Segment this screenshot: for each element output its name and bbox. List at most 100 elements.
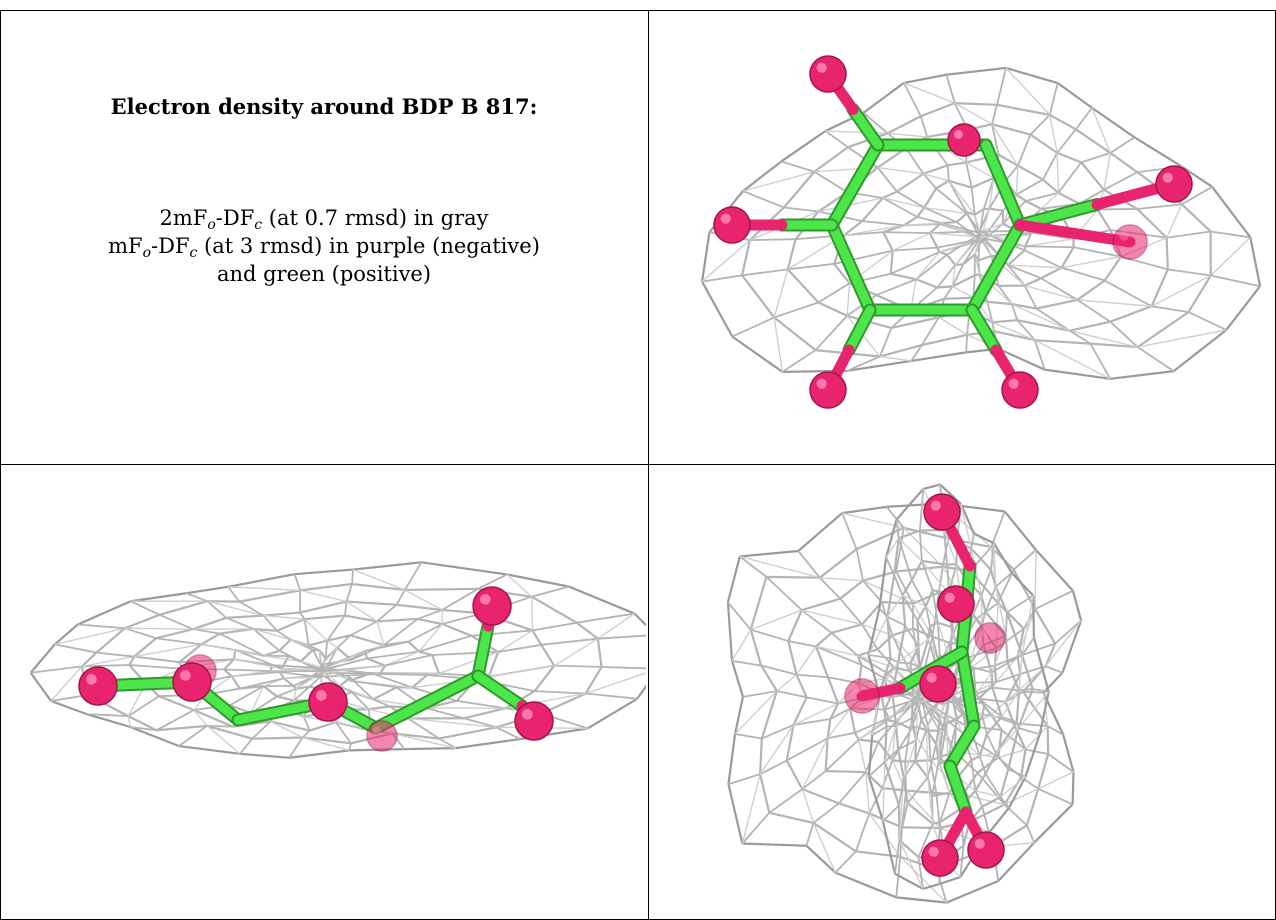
mesh-edge bbox=[998, 153, 1019, 167]
mesh-edge bbox=[155, 628, 194, 640]
mesh-edge bbox=[239, 752, 290, 759]
mesh-edge bbox=[1006, 594, 1034, 614]
mesh-edge bbox=[1037, 771, 1074, 790]
mesh-edge bbox=[812, 802, 840, 824]
mesh-edge bbox=[932, 821, 941, 825]
mesh-edge bbox=[633, 612, 646, 627]
mesh-edge bbox=[773, 317, 784, 373]
mesh-edge bbox=[965, 334, 969, 353]
mesh-edge bbox=[997, 729, 1003, 758]
atom-highlight bbox=[944, 592, 955, 603]
mesh-edge bbox=[915, 253, 948, 281]
mesh-edge bbox=[891, 316, 940, 330]
mesh-edge bbox=[920, 719, 928, 731]
mesh-edge bbox=[937, 238, 981, 249]
mesh-edge bbox=[891, 635, 911, 672]
mesh-edge bbox=[940, 222, 981, 235]
mesh-edge bbox=[1017, 688, 1034, 729]
mesh-edge bbox=[1025, 245, 1074, 249]
mesh-edge bbox=[857, 654, 888, 674]
mesh-edge bbox=[889, 250, 894, 274]
mesh-edge bbox=[178, 744, 241, 755]
mesh-edge bbox=[973, 803, 1005, 822]
mesh-edge bbox=[846, 283, 851, 316]
mesh-edge bbox=[1024, 232, 1033, 247]
mesh-edge bbox=[1045, 620, 1082, 667]
mesh-edge bbox=[223, 668, 271, 672]
mesh-edge bbox=[1001, 715, 1018, 724]
mesh-edge bbox=[726, 556, 741, 603]
mesh-edge bbox=[939, 792, 951, 823]
mesh-edge bbox=[999, 796, 1010, 809]
mesh-edge bbox=[882, 231, 894, 252]
mesh-edge bbox=[263, 614, 305, 620]
mesh-edge bbox=[1187, 274, 1212, 313]
mesh-edge bbox=[534, 690, 586, 695]
mesh-edge bbox=[1040, 192, 1059, 210]
mesh-edge bbox=[1016, 319, 1036, 341]
mesh-edge bbox=[978, 697, 1006, 703]
mesh-edge bbox=[984, 752, 998, 775]
mesh-edge bbox=[936, 264, 956, 289]
bond bbox=[848, 105, 883, 150]
mesh-edge bbox=[1181, 203, 1212, 233]
mesh-edge bbox=[883, 761, 901, 806]
mesh-edge bbox=[921, 559, 948, 566]
mesh-edge bbox=[1001, 729, 1027, 751]
mesh-edge bbox=[227, 573, 295, 588]
mesh-edge bbox=[156, 724, 208, 732]
mesh-edge bbox=[584, 666, 603, 695]
mesh-edge bbox=[1029, 133, 1058, 154]
mesh-edge bbox=[926, 743, 938, 778]
mesh-edge bbox=[801, 737, 829, 790]
atom-oxygen bbox=[78, 666, 118, 706]
mesh-edge bbox=[1011, 303, 1037, 310]
mesh-edge bbox=[849, 708, 857, 734]
mesh-edge bbox=[916, 216, 942, 225]
bond bbox=[473, 671, 527, 711]
mesh-edge bbox=[1021, 654, 1034, 690]
mesh-edge bbox=[841, 512, 858, 550]
mesh-edge bbox=[801, 597, 841, 612]
mesh-edge bbox=[786, 737, 829, 762]
mesh-edge bbox=[229, 685, 264, 707]
bond bbox=[967, 305, 1001, 355]
mesh-edge bbox=[1180, 165, 1213, 188]
mesh-edge bbox=[531, 629, 543, 646]
mesh-edge bbox=[898, 839, 920, 858]
mesh-edge bbox=[156, 637, 202, 646]
mesh-edge bbox=[952, 285, 974, 299]
mesh-edge bbox=[1015, 690, 1021, 723]
mesh-edge bbox=[417, 617, 443, 626]
mesh-edge bbox=[927, 730, 932, 761]
mesh-edge bbox=[749, 576, 768, 631]
mesh-edge bbox=[984, 586, 997, 613]
mesh-edge bbox=[300, 649, 314, 663]
mesh-edge bbox=[891, 693, 898, 727]
mesh-edge bbox=[219, 632, 265, 657]
mesh-edge bbox=[966, 211, 976, 216]
mesh-edge bbox=[225, 617, 254, 630]
mesh-edge bbox=[947, 697, 964, 716]
mesh-edge bbox=[1017, 164, 1044, 181]
mesh-edge bbox=[783, 171, 816, 209]
mesh-edge bbox=[192, 628, 220, 635]
mesh-edge bbox=[862, 570, 897, 582]
mesh-edge bbox=[898, 777, 905, 806]
mesh-edge bbox=[1024, 725, 1049, 750]
mesh-edge bbox=[1056, 152, 1060, 193]
mesh-edge bbox=[1040, 277, 1078, 301]
mesh-edge bbox=[293, 671, 323, 687]
mesh-edge bbox=[878, 607, 889, 618]
mesh-edge bbox=[984, 773, 1002, 798]
mesh-edge bbox=[825, 769, 866, 774]
mesh-edge bbox=[731, 659, 762, 667]
legend-line2-sub-o: o bbox=[142, 245, 152, 261]
mesh-edge bbox=[960, 503, 972, 549]
mesh-edge bbox=[943, 285, 954, 300]
mesh-edge bbox=[867, 616, 889, 656]
mesh-edge bbox=[376, 621, 385, 646]
mesh-edge bbox=[279, 671, 323, 679]
mesh-edge bbox=[787, 268, 820, 304]
mesh-edge bbox=[925, 729, 929, 778]
